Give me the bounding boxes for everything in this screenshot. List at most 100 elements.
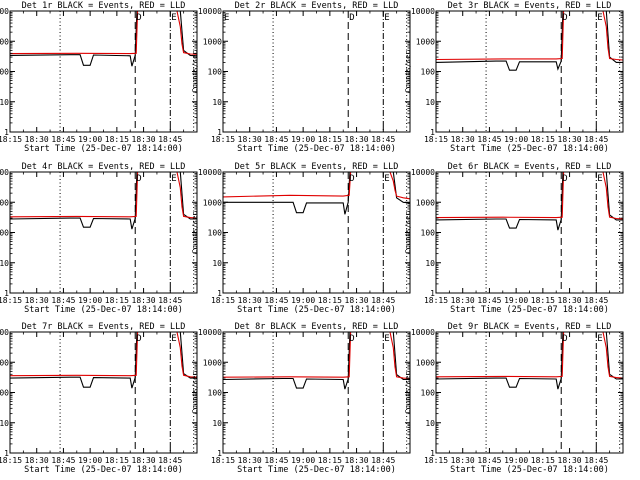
- x-tick-label: 19:00: [291, 456, 315, 465]
- events-series-line: [436, 11, 623, 71]
- x-tick-label: 18:45: [158, 296, 182, 305]
- state-marker-label: E: [171, 334, 176, 344]
- y-tick-label: 10: [0, 98, 9, 107]
- x-tick-label: 18:15: [424, 456, 448, 465]
- events-series-line: [436, 172, 623, 231]
- x-tick-label: 18:45: [264, 296, 288, 305]
- x-axis-label: Start Time (25-Dec-07 18:14:00): [237, 465, 396, 475]
- x-axis-label: Start Time (25-Dec-07 18:14:00): [450, 465, 609, 475]
- x-tick-label: 19:00: [504, 135, 528, 144]
- x-tick-label: 18:45: [584, 456, 608, 465]
- x-tick-label: 18:15: [318, 135, 342, 144]
- panel-title: Det 8r BLACK = Events, RED = LLD: [235, 322, 399, 332]
- x-tick-label: 18:15: [105, 456, 129, 465]
- x-tick-label: 18:30: [25, 135, 49, 144]
- x-tick-label: 18:45: [371, 456, 395, 465]
- x-tick-label: 18:30: [345, 135, 369, 144]
- x-axis-label: Start Time (25-Dec-07 18:14:00): [24, 305, 183, 315]
- x-tick-label: 19:00: [291, 296, 315, 305]
- y-tick-label: 1000: [416, 37, 435, 46]
- x-tick-label: 19:00: [78, 296, 102, 305]
- x-tick-label: 18:15: [211, 135, 235, 144]
- y-tick-label: 10000: [411, 7, 435, 16]
- state-marker-label: D: [349, 334, 354, 344]
- y-tick-label: 1: [430, 128, 435, 137]
- x-tick-label: 18:30: [451, 135, 475, 144]
- x-tick-label: 18:30: [25, 296, 49, 305]
- events-series-line: [436, 332, 623, 390]
- x-tick-label: 18:30: [238, 135, 262, 144]
- y-tick-label: 10000: [198, 7, 222, 16]
- state-marker-label: E: [597, 13, 602, 23]
- detector-panel: Det 5r BLACK = Events, RED = LLD D E 1 10 100…: [191, 162, 411, 315]
- detector-panel: Det 2r BLACK = Events, RED = LLD E D E 1 10 10…: [191, 1, 411, 154]
- x-tick-label: 18:45: [477, 296, 501, 305]
- events-series-line: [223, 172, 410, 215]
- x-tick-label: 18:30: [345, 296, 369, 305]
- y-tick-label: 100: [0, 229, 9, 238]
- y-tick-label: 10000: [0, 328, 9, 337]
- lld-series-line: [436, 332, 623, 379]
- lld-series-line: [10, 332, 197, 378]
- plot-frame: [9, 171, 198, 294]
- events-series-line: [223, 332, 410, 390]
- y-tick-label: 1000: [0, 358, 9, 367]
- y-tick-label: 10: [0, 419, 9, 428]
- detector-panel: Det 8r BLACK = Events, RED = LLD D E 1 10 100…: [191, 322, 411, 475]
- y-axis-label: Counts/sec: [404, 211, 412, 253]
- y-tick-label: 1000: [203, 37, 222, 46]
- plot-frame: [222, 171, 411, 294]
- x-tick-label: 18:15: [0, 135, 22, 144]
- x-tick-label: 18:45: [584, 135, 608, 144]
- state-marker-label: D: [136, 334, 141, 344]
- state-marker-label: E: [597, 334, 602, 344]
- y-tick-label: 1: [4, 289, 9, 298]
- x-axis-label: Start Time (25-Dec-07 18:14:00): [24, 465, 183, 475]
- x-axis-label: Start Time (25-Dec-07 18:14:00): [237, 305, 396, 315]
- y-tick-label: 10000: [198, 168, 222, 177]
- x-tick-label: 18:30: [25, 456, 49, 465]
- panel-title: Det 4r BLACK = Events, RED = LLD: [22, 162, 186, 172]
- y-tick-label: 100: [421, 389, 436, 398]
- x-tick-label: 18:15: [211, 456, 235, 465]
- x-tick-label: 18:45: [371, 135, 395, 144]
- state-marker-label: E: [597, 174, 602, 184]
- y-tick-label: 10: [212, 419, 222, 428]
- plot-frame: [435, 331, 624, 454]
- y-tick-label: 100: [421, 68, 436, 77]
- x-tick-label: 18:30: [558, 456, 582, 465]
- lld-series-line: [436, 172, 623, 220]
- x-tick-label: 18:30: [451, 296, 475, 305]
- events-series-line: [10, 11, 197, 67]
- state-marker-label: E: [171, 174, 176, 184]
- y-tick-label: 10: [425, 259, 435, 268]
- detector-panel: Det 1r BLACK = Events, RED = LLD D E 1 10 100…: [0, 1, 198, 154]
- x-tick-label: 18:45: [371, 296, 395, 305]
- panel-title: Det 5r BLACK = Events, RED = LLD: [235, 162, 399, 172]
- x-tick-label: 18:15: [531, 135, 555, 144]
- panel-title: Det 2r BLACK = Events, RED = LLD: [235, 1, 399, 11]
- x-tick-label: 18:45: [158, 456, 182, 465]
- y-tick-label: 10: [425, 98, 435, 107]
- x-tick-label: 18:30: [558, 296, 582, 305]
- x-tick-label: 18:15: [424, 296, 448, 305]
- x-tick-label: 18:30: [558, 135, 582, 144]
- x-tick-label: 18:45: [51, 456, 75, 465]
- state-marker-label: D: [562, 174, 567, 184]
- y-axis-label: Counts/sec: [191, 50, 199, 92]
- y-axis-label: Counts/sec: [191, 211, 199, 253]
- x-tick-label: 18:15: [318, 456, 342, 465]
- y-tick-label: 1: [430, 449, 435, 458]
- plot-frame: [435, 171, 624, 294]
- panel-title: Det 7r BLACK = Events, RED = LLD: [22, 322, 186, 332]
- y-tick-label: 1000: [416, 358, 435, 367]
- x-tick-label: 18:45: [51, 135, 75, 144]
- panel-title: Det 6r BLACK = Events, RED = LLD: [448, 162, 612, 172]
- x-tick-label: 18:15: [105, 135, 129, 144]
- state-marker-label: E: [171, 13, 176, 23]
- lld-series-line: [223, 172, 410, 200]
- detector-panel: Det 3r BLACK = Events, RED = LLD D E 1 10 100…: [404, 1, 624, 154]
- state-marker-label: D: [136, 13, 141, 23]
- state-marker-label: D: [136, 174, 141, 184]
- plot-frame: [222, 331, 411, 454]
